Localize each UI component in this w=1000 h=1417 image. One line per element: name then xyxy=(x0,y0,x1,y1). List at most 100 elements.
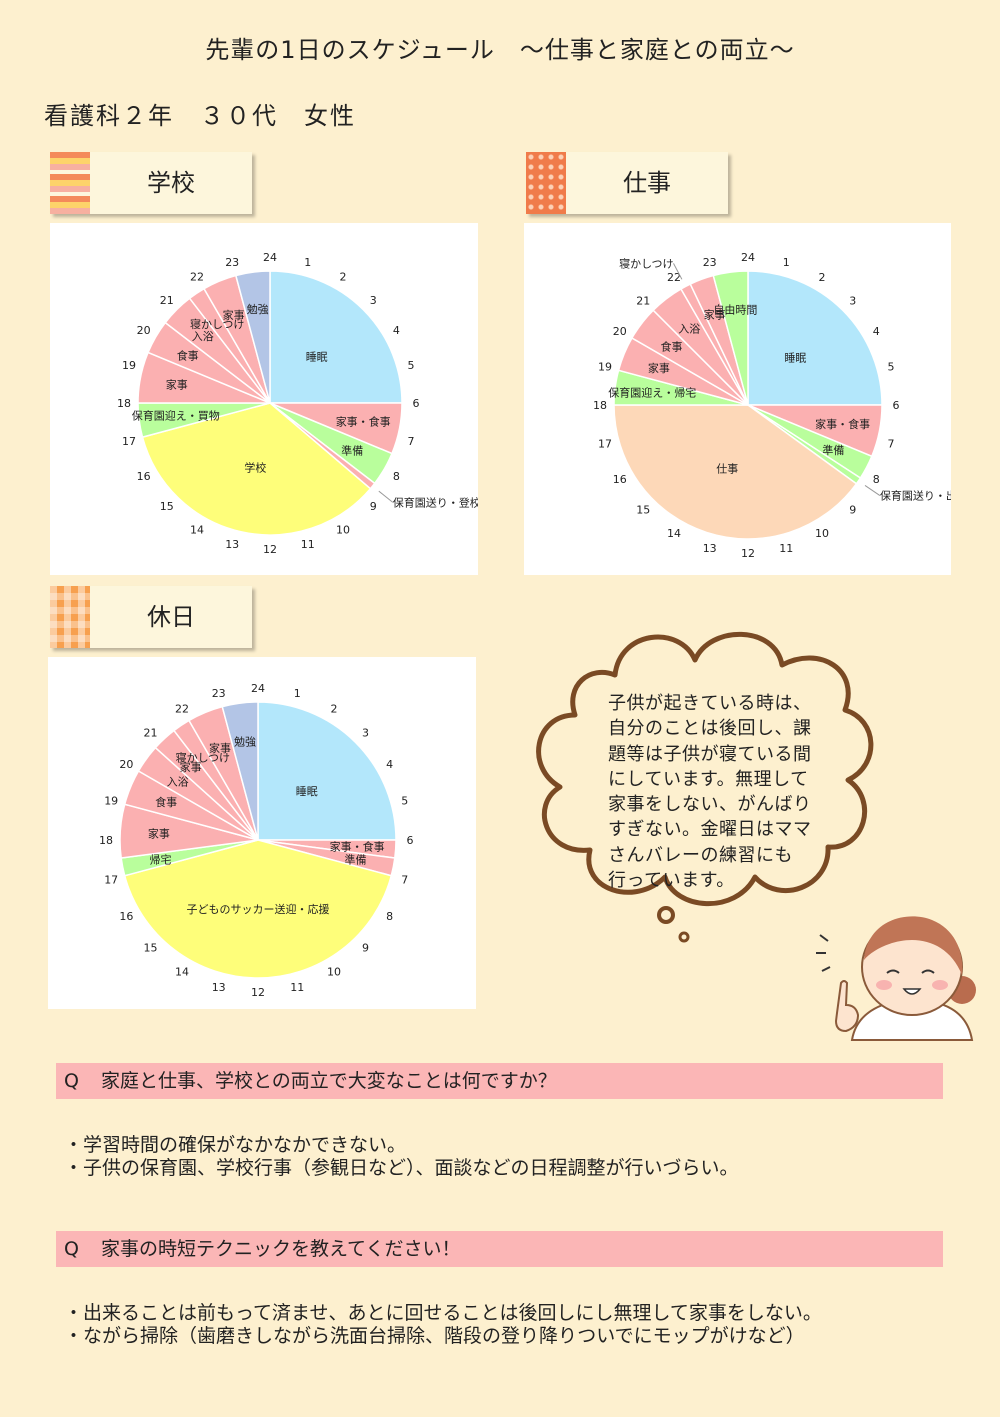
tag-star-decoration xyxy=(526,152,566,214)
leader-line xyxy=(673,263,683,280)
section-label-holiday: 休日 xyxy=(147,603,195,631)
clock-label: 2 xyxy=(819,271,826,284)
clock-label: 23 xyxy=(225,256,239,269)
clock-label: 16 xyxy=(119,910,133,923)
clock-label: 20 xyxy=(137,324,151,337)
section-tag-work: 仕事 xyxy=(526,152,728,214)
bubble-line: さんバレーの練習にも xyxy=(608,844,793,866)
slice-label: 家事 xyxy=(209,741,231,755)
clock-label: 11 xyxy=(290,981,304,994)
slice-label: 睡眠 xyxy=(784,352,806,365)
clock-label: 9 xyxy=(370,500,377,513)
answer-item: ・子供の保育園、学校行事（参観日など）、面談などの日程調整が行いづらい。 xyxy=(64,1157,739,1179)
section-label-work: 仕事 xyxy=(623,169,671,197)
slice-label: 準備 xyxy=(822,443,844,457)
question-text: 家庭と仕事、学校との両立で大変なことは何ですか？ xyxy=(100,1070,557,1092)
slice-label: 子どものサッカー送迎・応援 xyxy=(187,902,330,916)
clock-label: 3 xyxy=(849,294,856,307)
slice-label: 寝かしつけ xyxy=(619,256,673,270)
slice-label: 食事 xyxy=(155,795,177,809)
slice-label: 家事 xyxy=(223,308,245,322)
slice-label: 食事 xyxy=(661,339,683,353)
slice-label: 食事 xyxy=(177,349,199,363)
pie-slice xyxy=(221,701,259,841)
pie-slice xyxy=(123,839,393,979)
clock-label: 22 xyxy=(175,702,189,715)
clock-label: 15 xyxy=(160,500,174,513)
clock-label: 21 xyxy=(160,294,174,307)
clock-label: 19 xyxy=(104,795,118,808)
clock-label: 5 xyxy=(888,361,895,374)
answer-list-1: ・学習時間の確保がなかなかできない。 ・子供の保育園、学校行事（参観日など）、面… xyxy=(64,1134,739,1180)
slice-label: 睡眠 xyxy=(306,350,328,363)
tag-stripe-decoration xyxy=(50,152,90,214)
clock-label: 8 xyxy=(386,910,393,923)
bubble-line: 自分のことは後回し、課 xyxy=(608,718,812,740)
clock-label: 10 xyxy=(327,966,341,979)
clock-label: 22 xyxy=(190,271,204,284)
clock-label: 4 xyxy=(386,758,393,771)
page-subtitle: 看護科２年 ３０代 女性 xyxy=(44,102,356,130)
tag-check-decoration xyxy=(50,586,90,648)
pie-slice xyxy=(141,402,372,536)
question-text: 家事の時短テクニックを教えてください！ xyxy=(100,1238,461,1260)
clock-label: 24 xyxy=(251,682,265,695)
pie-chart-school: 24 1234567891011121314151617181920212223睡… xyxy=(117,251,478,556)
nurse-illustration-icon xyxy=(816,916,976,1041)
clock-label: 17 xyxy=(598,437,612,450)
clock-label: 4 xyxy=(393,324,400,337)
slice-label: 勉強 xyxy=(247,302,269,316)
bubble-line: にしています。無理して xyxy=(608,768,809,790)
slice-label: 保育園迎え・帰宅 xyxy=(608,385,696,399)
clock-label: 5 xyxy=(408,359,415,372)
answer-list-2: ・出来ることは前もって済ませ、あとに回せることは後回しにし無理して家事をしない。… xyxy=(64,1302,822,1348)
clock-label: 4 xyxy=(873,325,880,338)
slice-label: 勉強 xyxy=(234,735,256,749)
bubble-line: 題等は子供が寝ている間 xyxy=(608,743,812,765)
clock-label: 5 xyxy=(401,795,408,808)
pie-slice xyxy=(257,701,397,841)
clock-label: 10 xyxy=(336,523,350,536)
slice-label: 準備 xyxy=(345,852,367,866)
clock-label: 8 xyxy=(873,473,880,486)
leader-line xyxy=(378,490,394,503)
clock-label: 16 xyxy=(137,470,151,483)
slice-label: 家事 xyxy=(166,378,188,392)
clock-label: 11 xyxy=(779,542,793,555)
clock-label: 16 xyxy=(613,473,627,486)
slice-label: 家事 xyxy=(180,760,202,774)
answer-item: ・学習時間の確保がなかなかできない。 xyxy=(64,1134,407,1156)
q-mark: Q xyxy=(64,1070,79,1092)
chart-panel-work: 24 1 2 3 4 5 6 7 8 9 10 11 12 13 14 15 16 17 18 19 20 21 22 23 睡… xyxy=(524,223,951,575)
slice-label: 保育園送り・登校 xyxy=(393,495,478,509)
clock-label: 2 xyxy=(340,271,347,284)
pie-chart-holiday: 24 1234567891011121314151617181920212223睡… xyxy=(99,682,414,999)
clock-label: 14 xyxy=(667,527,681,540)
clock-label: 11 xyxy=(301,538,315,551)
clock-label: 6 xyxy=(893,399,900,412)
clock-label: 3 xyxy=(370,294,377,307)
clock-label: 14 xyxy=(175,966,189,979)
clock-label: 9 xyxy=(849,504,856,517)
slice-label: 準備 xyxy=(341,444,363,458)
clock-label: 7 xyxy=(408,435,415,448)
slice-label: 保育園迎え・買物 xyxy=(132,408,220,422)
bubble-line: 家事をしない、がんばり xyxy=(608,794,812,816)
clock-label: 13 xyxy=(703,542,717,555)
clock-label: 18 xyxy=(593,399,607,412)
clock-label: 12 xyxy=(741,547,755,560)
clock-label: 15 xyxy=(144,942,158,955)
q-mark: Q xyxy=(64,1238,79,1260)
clock-label: 18 xyxy=(99,834,113,847)
clock-label: 7 xyxy=(401,873,408,886)
slice-label: 家事 xyxy=(648,361,670,375)
clock-label: 21 xyxy=(636,294,650,307)
slice-label: 家事・食事 xyxy=(815,417,870,431)
clock-label: 13 xyxy=(225,538,239,551)
clock-label: 18 xyxy=(117,397,131,410)
pie-slice xyxy=(269,270,403,404)
clock-label: 1 xyxy=(783,256,790,269)
slice-label: 仕事 xyxy=(716,463,738,476)
bubble-line: 子供が起きている時は、 xyxy=(608,693,812,714)
pie-slice xyxy=(712,270,749,406)
